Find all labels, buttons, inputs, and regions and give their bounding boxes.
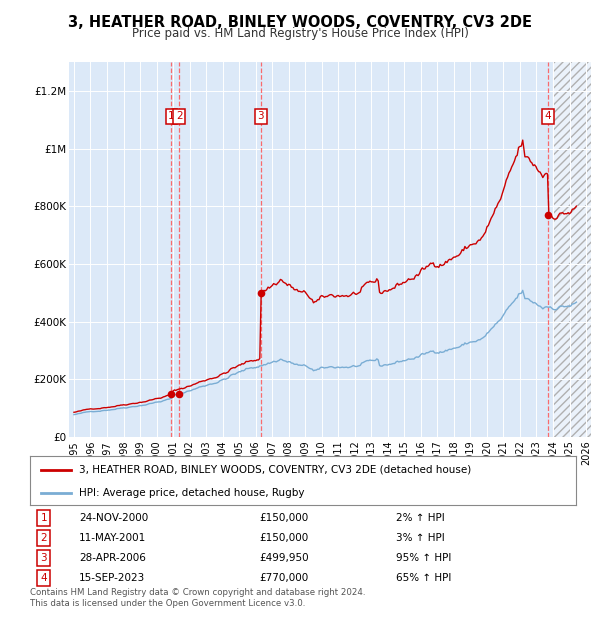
Text: 24-NOV-2000: 24-NOV-2000 <box>79 513 148 523</box>
Text: Contains HM Land Registry data © Crown copyright and database right 2024.: Contains HM Land Registry data © Crown c… <box>30 588 365 597</box>
Text: 65% ↑ HPI: 65% ↑ HPI <box>396 573 451 583</box>
Text: 3: 3 <box>257 112 264 122</box>
Text: £150,000: £150,000 <box>259 513 308 523</box>
Text: HPI: Average price, detached house, Rugby: HPI: Average price, detached house, Rugb… <box>79 488 305 498</box>
Text: 2: 2 <box>176 112 182 122</box>
Text: 1: 1 <box>40 513 47 523</box>
Text: 2% ↑ HPI: 2% ↑ HPI <box>396 513 445 523</box>
Text: This data is licensed under the Open Government Licence v3.0.: This data is licensed under the Open Gov… <box>30 600 305 608</box>
Text: 2: 2 <box>40 533 47 543</box>
Text: 3% ↑ HPI: 3% ↑ HPI <box>396 533 445 543</box>
Text: 3, HEATHER ROAD, BINLEY WOODS, COVENTRY, CV3 2DE (detached house): 3, HEATHER ROAD, BINLEY WOODS, COVENTRY,… <box>79 464 472 474</box>
Text: 4: 4 <box>40 573 47 583</box>
Text: £150,000: £150,000 <box>259 533 308 543</box>
Text: Price paid vs. HM Land Registry's House Price Index (HPI): Price paid vs. HM Land Registry's House … <box>131 27 469 40</box>
Text: 15-SEP-2023: 15-SEP-2023 <box>79 573 145 583</box>
Text: 95% ↑ HPI: 95% ↑ HPI <box>396 553 451 563</box>
Text: 3, HEATHER ROAD, BINLEY WOODS, COVENTRY, CV3 2DE: 3, HEATHER ROAD, BINLEY WOODS, COVENTRY,… <box>68 15 532 30</box>
Text: £499,950: £499,950 <box>259 553 309 563</box>
Text: £770,000: £770,000 <box>259 573 308 583</box>
Text: 3: 3 <box>40 553 47 563</box>
Text: 1: 1 <box>168 112 175 122</box>
Text: 28-APR-2006: 28-APR-2006 <box>79 553 146 563</box>
Text: 4: 4 <box>545 112 551 122</box>
Text: 11-MAY-2001: 11-MAY-2001 <box>79 533 146 543</box>
